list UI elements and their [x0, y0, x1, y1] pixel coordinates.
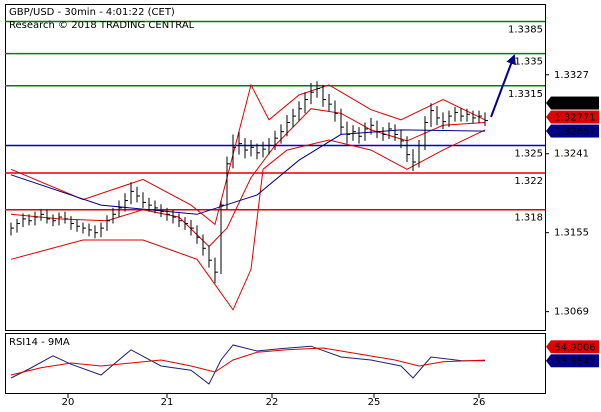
value-tag-label: 1.3278: [558, 99, 593, 110]
value-tag: [551, 124, 599, 138]
rsi-line: [10, 347, 486, 376]
value-tag: [551, 110, 599, 124]
value-tag-label: 53.6547: [554, 356, 595, 367]
value-tag-pointer: [546, 110, 551, 124]
x-tick-label: 20: [62, 397, 75, 408]
plot-layer: 1.3385 1.335 1.3315 1.325 1.322 1.318 1.3069 1.…: [5, 20, 599, 408]
x-tick-label: 25: [368, 397, 381, 408]
value-tag-label: 1.32771: [554, 113, 595, 124]
rsi-line: [10, 344, 486, 385]
level-label: 1.325: [514, 148, 543, 159]
y-tick-label: 1.3155: [554, 228, 589, 239]
indicator-line: [10, 129, 486, 311]
value-tag-label: 54.9006: [554, 342, 595, 353]
level-label: 1.3385: [508, 25, 543, 36]
x-tick-label: 21: [161, 397, 174, 408]
level-label: 1.3315: [508, 89, 543, 100]
rsi-title: RSI14 - 9MA: [9, 337, 70, 348]
value-tag-label: 1.32657: [554, 127, 595, 138]
y-tick-label: 1.3069: [554, 307, 589, 318]
x-tick-label: 22: [266, 397, 279, 408]
value-tag: [551, 340, 599, 354]
price-panel: [5, 4, 546, 331]
value-tag: [551, 96, 599, 110]
x-tick-label: 26: [473, 397, 486, 408]
level-label: 1.335: [514, 57, 543, 68]
y-tick-label: 1.3327: [554, 70, 589, 81]
rsi-panel: [5, 333, 546, 394]
indicator-line: [10, 129, 486, 215]
forecast-arrow: [490, 54, 516, 118]
value-tag-pointer: [546, 354, 551, 368]
chart-subtitle: Research © 2018 TRADING CENTRAL: [9, 20, 195, 31]
y-tick-label: 1.3241: [554, 149, 589, 160]
level-label: 1.322: [514, 176, 543, 187]
chart-title: GBP/USD - 30min - 4:01:22 (CET): [9, 7, 175, 18]
value-tag-pointer: [546, 96, 551, 110]
level-label: 1.318: [514, 213, 543, 224]
value-tag-pointer: [546, 340, 551, 354]
value-tag: [551, 354, 599, 368]
value-tag-pointer: [546, 124, 551, 138]
indicator-line: [10, 83, 486, 226]
